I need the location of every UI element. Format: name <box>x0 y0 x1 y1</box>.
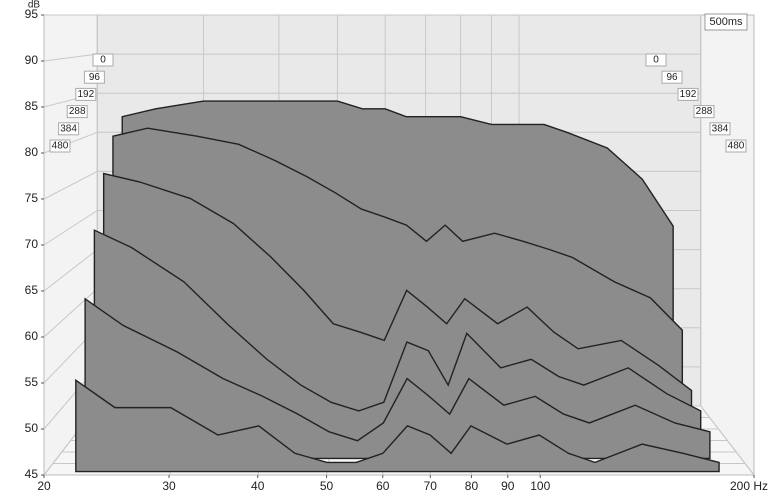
y-tick-label: 75 <box>25 191 39 205</box>
time-label-right: 192 <box>680 89 697 100</box>
time-label-left: 480 <box>52 141 69 152</box>
time-label-left: 192 <box>77 89 94 100</box>
time-label-box <box>693 105 715 119</box>
time-label-box <box>92 53 114 67</box>
time-label-box <box>49 139 71 153</box>
y-tick-label: 85 <box>25 99 39 113</box>
time-label-right: 480 <box>728 141 745 152</box>
grid-line <box>43 288 98 338</box>
waterfall-slice <box>84 297 711 460</box>
waterfall-slice <box>75 378 720 473</box>
time-label-box <box>645 53 667 67</box>
time-label-left: 0 <box>100 55 106 66</box>
grid-line <box>43 53 98 62</box>
time-label-box <box>58 122 80 136</box>
time-label-box <box>725 139 747 153</box>
right-wall <box>700 14 755 477</box>
time-range-label: 500ms <box>709 16 743 28</box>
time-label-right: 96 <box>666 72 678 83</box>
x-tick-label: 40 <box>251 479 265 493</box>
x-tick-label: 70 <box>424 479 438 493</box>
y-axis-label: dB <box>28 0 41 11</box>
time-label-right: 288 <box>696 106 713 117</box>
y-tick-label: 45 <box>25 467 39 481</box>
x-tick-label: 100 <box>530 479 550 493</box>
time-label-box <box>83 70 105 84</box>
time-label-box <box>661 70 683 84</box>
x-tick-label: 200 Hz <box>730 479 768 493</box>
x-tick-label: 80 <box>465 479 479 493</box>
time-label-box <box>677 87 699 101</box>
y-tick-label: 80 <box>25 145 39 159</box>
y-tick-label: 50 <box>25 421 39 435</box>
y-tick-label: 70 <box>25 237 39 251</box>
y-tick-label: 60 <box>25 329 39 343</box>
time-label-right: 0 <box>653 55 659 66</box>
time-label-left: 384 <box>60 123 77 134</box>
time-label-right: 384 <box>712 123 729 134</box>
x-tick-label: 60 <box>376 479 390 493</box>
time-label-box <box>709 122 731 136</box>
x-tick-label: 20 <box>37 479 51 493</box>
x-tick-label: 90 <box>501 479 515 493</box>
x-tick-label: 50 <box>320 479 334 493</box>
y-tick-label: 90 <box>25 53 39 67</box>
time-label-left: 96 <box>89 72 101 83</box>
grid-line <box>43 210 98 246</box>
grid-line <box>43 249 98 292</box>
y-tick-label: 95 <box>25 7 39 21</box>
time-range-box <box>704 13 748 31</box>
time-label-left: 288 <box>69 106 86 117</box>
y-tick-label: 55 <box>25 375 39 389</box>
y-tick-label: 65 <box>25 283 39 297</box>
grid-line <box>43 170 98 200</box>
x-tick-label: 30 <box>162 479 176 493</box>
time-label-box <box>66 105 88 119</box>
time-label-box <box>75 87 97 101</box>
grid-line <box>700 405 755 476</box>
